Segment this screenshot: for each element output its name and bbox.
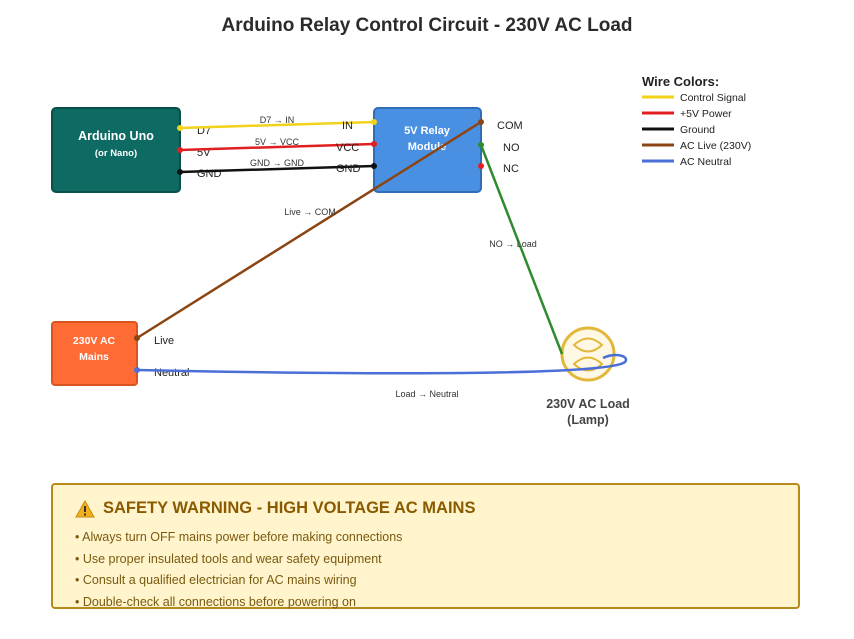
no-load-wire: [479, 144, 564, 355]
relay-pin-gnd: GND: [336, 163, 361, 175]
wire-label-no-load: NO → Load: [489, 239, 537, 249]
mains-box: 230V AC Mains: [51, 321, 138, 386]
circuit-diagram: Arduino Relay Control Circuit - 230V AC …: [51, 15, 751, 427]
dot-relay-in: [371, 119, 377, 125]
dot-mains-neutral: [134, 367, 140, 373]
warning-item: • Always turn OFF mains power before mak…: [75, 530, 403, 544]
lamp-icon: [560, 326, 616, 382]
ground-wire: [179, 164, 375, 174]
relay-pin-com: COM: [497, 120, 523, 132]
relay-title-line1: 5V Relay: [404, 125, 451, 137]
warning-item: • Consult a qualified electrician for AC…: [75, 573, 357, 587]
relay-pin-no: NO: [503, 142, 520, 154]
relay-pin-in: IN: [342, 120, 353, 132]
arduino-subtitle: (or Nano): [95, 148, 137, 159]
legend-item-label: Ground: [680, 124, 715, 136]
dot-relay-no: [478, 142, 484, 148]
wire-label-ground: GND → GND: [250, 158, 305, 168]
safety-warning-box: SAFETY WARNING - HIGH VOLTAGE AC MAINS •…: [51, 483, 800, 609]
live-wire: [136, 120, 482, 340]
wire-label-power: 5V → VCC: [255, 137, 300, 147]
legend-item-label: Control Signal: [680, 92, 746, 104]
dot-relay-nc: [478, 163, 484, 169]
warning-icon: [75, 499, 95, 517]
dot-relay-vcc: [371, 141, 377, 147]
load-label-line1: 230V AC Load: [546, 397, 630, 411]
legend-title: Wire Colors:: [642, 74, 719, 89]
warning-item: • Use proper insulated tools and wear sa…: [75, 551, 382, 566]
power-wire: [179, 142, 375, 152]
dot-mains-live: [134, 335, 140, 341]
arduino-box: Arduino Uno (or Nano): [51, 107, 181, 193]
warning-header: SAFETY WARNING - HIGH VOLTAGE AC MAINS: [75, 499, 778, 518]
relay-pin-vcc: VCC: [336, 142, 359, 154]
mains-pin-neutral: Neutral: [154, 367, 189, 379]
warning-title: SAFETY WARNING - HIGH VOLTAGE AC MAINS: [103, 499, 476, 517]
mains-title-line1: 230V AC: [73, 335, 116, 347]
legend-item-label: AC Neutral: [680, 156, 731, 168]
mains-pin-live: Live: [154, 335, 174, 347]
relay-pin-nc: NC: [503, 163, 519, 175]
dot-arduino-5v: [177, 147, 183, 153]
signal-wire: [179, 120, 375, 130]
legend-item-label: +5V Power: [680, 108, 732, 120]
diagram-title: Arduino Relay Control Circuit - 230V AC …: [221, 15, 632, 36]
wire-label-signal: D7 → IN: [260, 115, 295, 125]
wire-label-live: Live → COM: [284, 207, 336, 217]
wire-label-neutral: Load → Neutral: [395, 389, 458, 399]
legend-item-label: AC Live (230V): [680, 140, 751, 152]
dot-relay-gnd: [371, 163, 377, 169]
load-label-line2: (Lamp): [567, 413, 609, 427]
dot-arduino-d7: [177, 125, 183, 131]
dot-relay-com: [478, 119, 484, 125]
mains-title-line2: Mains: [79, 351, 109, 363]
arduino-title: Arduino Uno: [78, 129, 154, 143]
warning-item: • Double-check all connections before po…: [75, 594, 356, 609]
dot-arduino-gnd: [177, 169, 183, 175]
legend: Wire Colors: Control Signal +5V Power Grou…: [642, 74, 751, 168]
warning-list: • Always turn OFF mains power before mak…: [75, 527, 778, 613]
neutral-wire: [136, 353, 628, 375]
